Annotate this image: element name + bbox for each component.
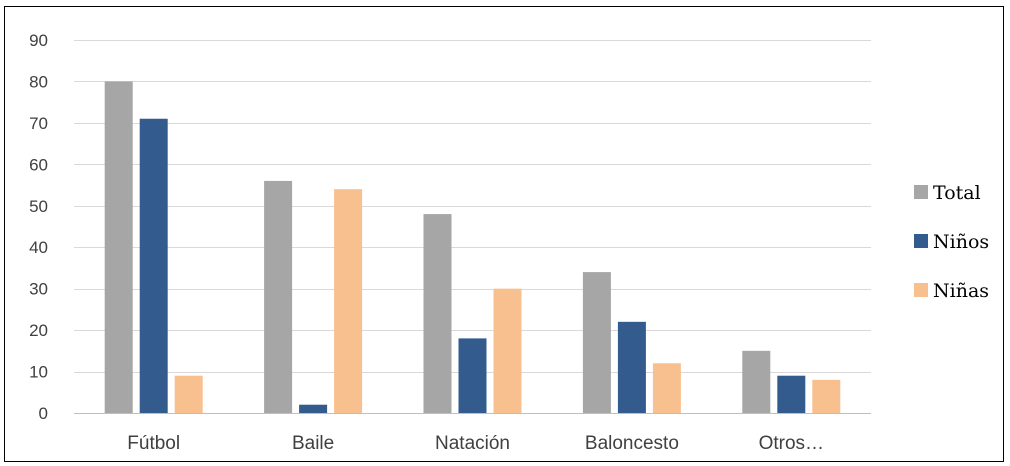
legend-swatch (914, 283, 928, 297)
bar-niñas-4 (812, 379, 841, 413)
bars (104, 81, 841, 413)
y-tick-label: 40 (29, 238, 48, 257)
bar-niños-3 (617, 321, 646, 413)
y-axis-ticks: 0 10 20 30 40 50 60 70 80 90 (29, 31, 48, 423)
bar-total-3 (582, 272, 611, 413)
legend[interactable]: Total Niños Niñas (914, 182, 989, 302)
bar-niñas-2 (493, 288, 522, 413)
legend-swatch (914, 234, 928, 248)
gridlines (74, 40, 871, 414)
y-tick-label: 60 (29, 155, 48, 174)
y-tick-label: 80 (29, 72, 48, 91)
bar-niños-4 (777, 375, 806, 413)
bar-niños-1 (299, 404, 328, 413)
x-category-label: Baile (292, 433, 334, 454)
x-category-label: Otros… (759, 433, 824, 454)
x-category-label: Baloncesto (585, 433, 679, 454)
bar-total-1 (264, 180, 293, 413)
bar-niñas-1 (334, 189, 363, 413)
y-tick-label: 50 (29, 197, 48, 216)
bar-niños-0 (139, 118, 168, 413)
legend-swatch (914, 185, 928, 199)
x-category-label: Fútbol (127, 433, 180, 454)
legend-label: Niñas (933, 280, 989, 302)
bar-niños-2 (458, 338, 487, 413)
y-tick-label: 90 (29, 31, 48, 50)
x-axis-categories: Fútbol Baile Natación Baloncesto Otros… (127, 433, 824, 454)
bar-total-4 (742, 350, 771, 413)
bar-total-2 (423, 214, 452, 413)
legend-label: Total (933, 182, 981, 204)
y-tick-label: 70 (29, 114, 48, 133)
y-tick-label: 30 (29, 280, 48, 299)
bar-niñas-3 (652, 363, 681, 413)
bar-niñas-0 (174, 375, 203, 413)
bar-total-0 (104, 81, 133, 413)
y-tick-label: 20 (29, 321, 48, 340)
legend-label: Niños (933, 231, 989, 253)
y-tick-label: 0 (39, 404, 48, 423)
x-category-label: Natación (435, 433, 510, 454)
y-tick-label: 10 (29, 363, 48, 382)
